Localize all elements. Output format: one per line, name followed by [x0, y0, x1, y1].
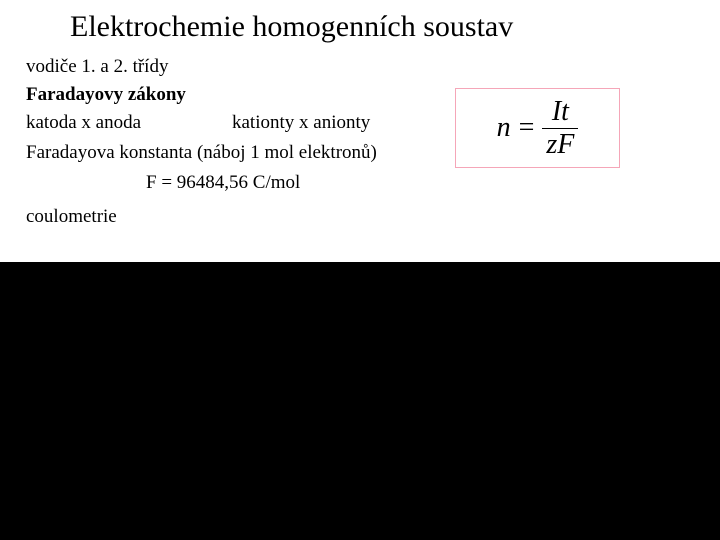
formula-numerator: It [548, 98, 573, 128]
text-line-cations-anions: kationty x anionty [232, 112, 370, 134]
formula-lhs: n [497, 112, 511, 144]
slide: Elektrochemie homogenních soustav vodiče… [0, 0, 720, 540]
text-line-cathode-anode: katoda x anoda [26, 112, 141, 134]
formula-denominator: zF [542, 128, 578, 159]
text-line-constant-value: F = 96484,56 C/mol [146, 172, 300, 194]
formula-equals: = [519, 112, 535, 144]
text-line-conductors: vodiče 1. a 2. třídy [26, 56, 168, 78]
text-line-faraday-constant: Faradayova konstanta (náboj 1 mol elektr… [26, 142, 377, 164]
text-line-coulometry: coulometrie [26, 206, 117, 228]
lower-panel [0, 262, 720, 540]
formula: n = It zF [497, 98, 579, 159]
slide-title: Elektrochemie homogenních soustav [70, 10, 513, 44]
text-line-faraday-laws: Faradayovy zákony [26, 84, 186, 106]
formula-box: n = It zF [455, 88, 620, 168]
upper-panel: Elektrochemie homogenních soustav vodiče… [0, 0, 720, 262]
formula-fraction: It zF [542, 98, 578, 159]
